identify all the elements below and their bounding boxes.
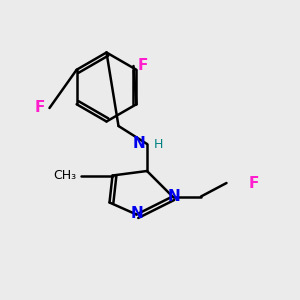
Text: N: N — [130, 206, 143, 220]
Text: F: F — [34, 100, 45, 116]
Text: F: F — [248, 176, 259, 190]
Text: CH₃: CH₃ — [53, 169, 76, 182]
Text: H: H — [154, 137, 163, 151]
Text: N: N — [133, 136, 146, 152]
Text: F: F — [138, 58, 148, 74]
Text: N: N — [168, 189, 180, 204]
